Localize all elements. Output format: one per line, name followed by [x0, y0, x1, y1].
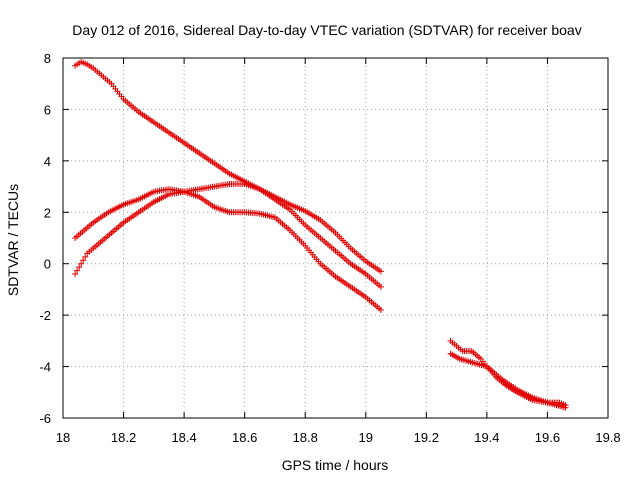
x-tick-label: 19.4 [474, 430, 499, 445]
x-tick-label: 19.6 [535, 430, 560, 445]
x-tick-label: 18 [56, 430, 70, 445]
x-axis-label: GPS time / hours [282, 457, 389, 473]
data-point [377, 307, 384, 313]
series-track-3 [72, 181, 384, 290]
x-tick-label: 19 [359, 430, 373, 445]
y-tick-label: 4 [44, 154, 51, 169]
data-point [562, 402, 569, 409]
y-tick-label: -4 [39, 360, 51, 375]
axis-ticks [62, 57, 609, 419]
y-tick-label: 0 [44, 257, 51, 272]
y-tick-labels: -6 -4 -2 0 2 4 6 8 [39, 51, 51, 426]
x-tick-label: 18.8 [293, 430, 318, 445]
data-point [377, 268, 384, 275]
y-tick-label: -2 [39, 308, 51, 323]
grid [63, 58, 608, 418]
data-point [80, 257, 87, 264]
x-tick-label: 18.4 [171, 430, 196, 445]
x-tick-label: 19.8 [595, 430, 620, 445]
series-track-5 [447, 350, 569, 409]
y-tick-label: 8 [44, 51, 51, 66]
x-tick-label: 18.2 [111, 430, 136, 445]
series-track-1 [72, 58, 384, 275]
y-tick-label: -6 [39, 411, 51, 426]
data-point [74, 267, 81, 274]
data-point [78, 260, 85, 267]
data-point [72, 271, 79, 277]
data-point [82, 253, 89, 260]
y-tick-label: 6 [44, 102, 51, 117]
y-tick-label: 2 [44, 205, 51, 220]
x-tick-labels: 18 18.2 18.4 18.6 18.8 19 19.2 19.4 19.6 19.8 [56, 430, 621, 445]
plot-frame [62, 57, 609, 419]
x-tick-label: 19.2 [414, 430, 439, 445]
y-axis-label: SDTVAR / TECUs [5, 184, 21, 296]
data-point [377, 283, 384, 290]
chart-title: Day 012 of 2016, Sidereal Day-to-day VTE… [72, 22, 581, 38]
data-point [76, 264, 83, 271]
x-tick-label: 18.6 [232, 430, 257, 445]
data-points [72, 58, 569, 411]
